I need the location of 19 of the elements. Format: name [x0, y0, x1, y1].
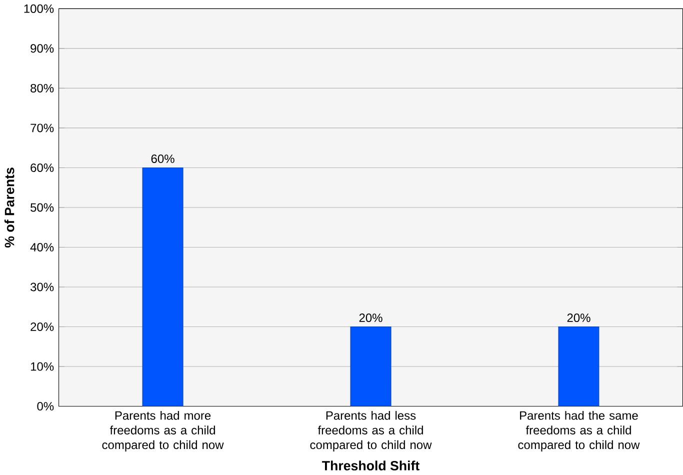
y-tick-label: 90%	[30, 44, 54, 53]
y-tick-label: 80%	[30, 84, 54, 93]
y-tick-label: 40%	[30, 243, 54, 252]
x-axis-title: Threshold Shift	[322, 460, 420, 470]
x-tick-label: Parents had more freedoms as a child compared to child now	[102, 411, 224, 452]
data-label: 20%	[567, 314, 590, 322]
data-label: 20%	[359, 314, 382, 322]
x-tick-label: Parents had less freedoms as a child compared to child now	[310, 411, 432, 452]
data-label: 60%	[151, 154, 174, 164]
y-tick-label: 10%	[30, 362, 54, 371]
x-tick-label: Parents had the same freedoms as a child compared to child now	[518, 411, 640, 452]
y-tick-label: 0%	[37, 402, 54, 411]
y-tick-label: 50%	[30, 203, 54, 212]
y-tick-label: 20%	[30, 322, 54, 332]
y-tick-label: 30%	[30, 282, 54, 292]
y-tick-label: 70%	[30, 124, 54, 132]
y-axis-title: % of Parents	[4, 168, 14, 248]
y-tick-label: 60%	[30, 164, 54, 172]
y-tick-label: 100%	[24, 4, 54, 13]
